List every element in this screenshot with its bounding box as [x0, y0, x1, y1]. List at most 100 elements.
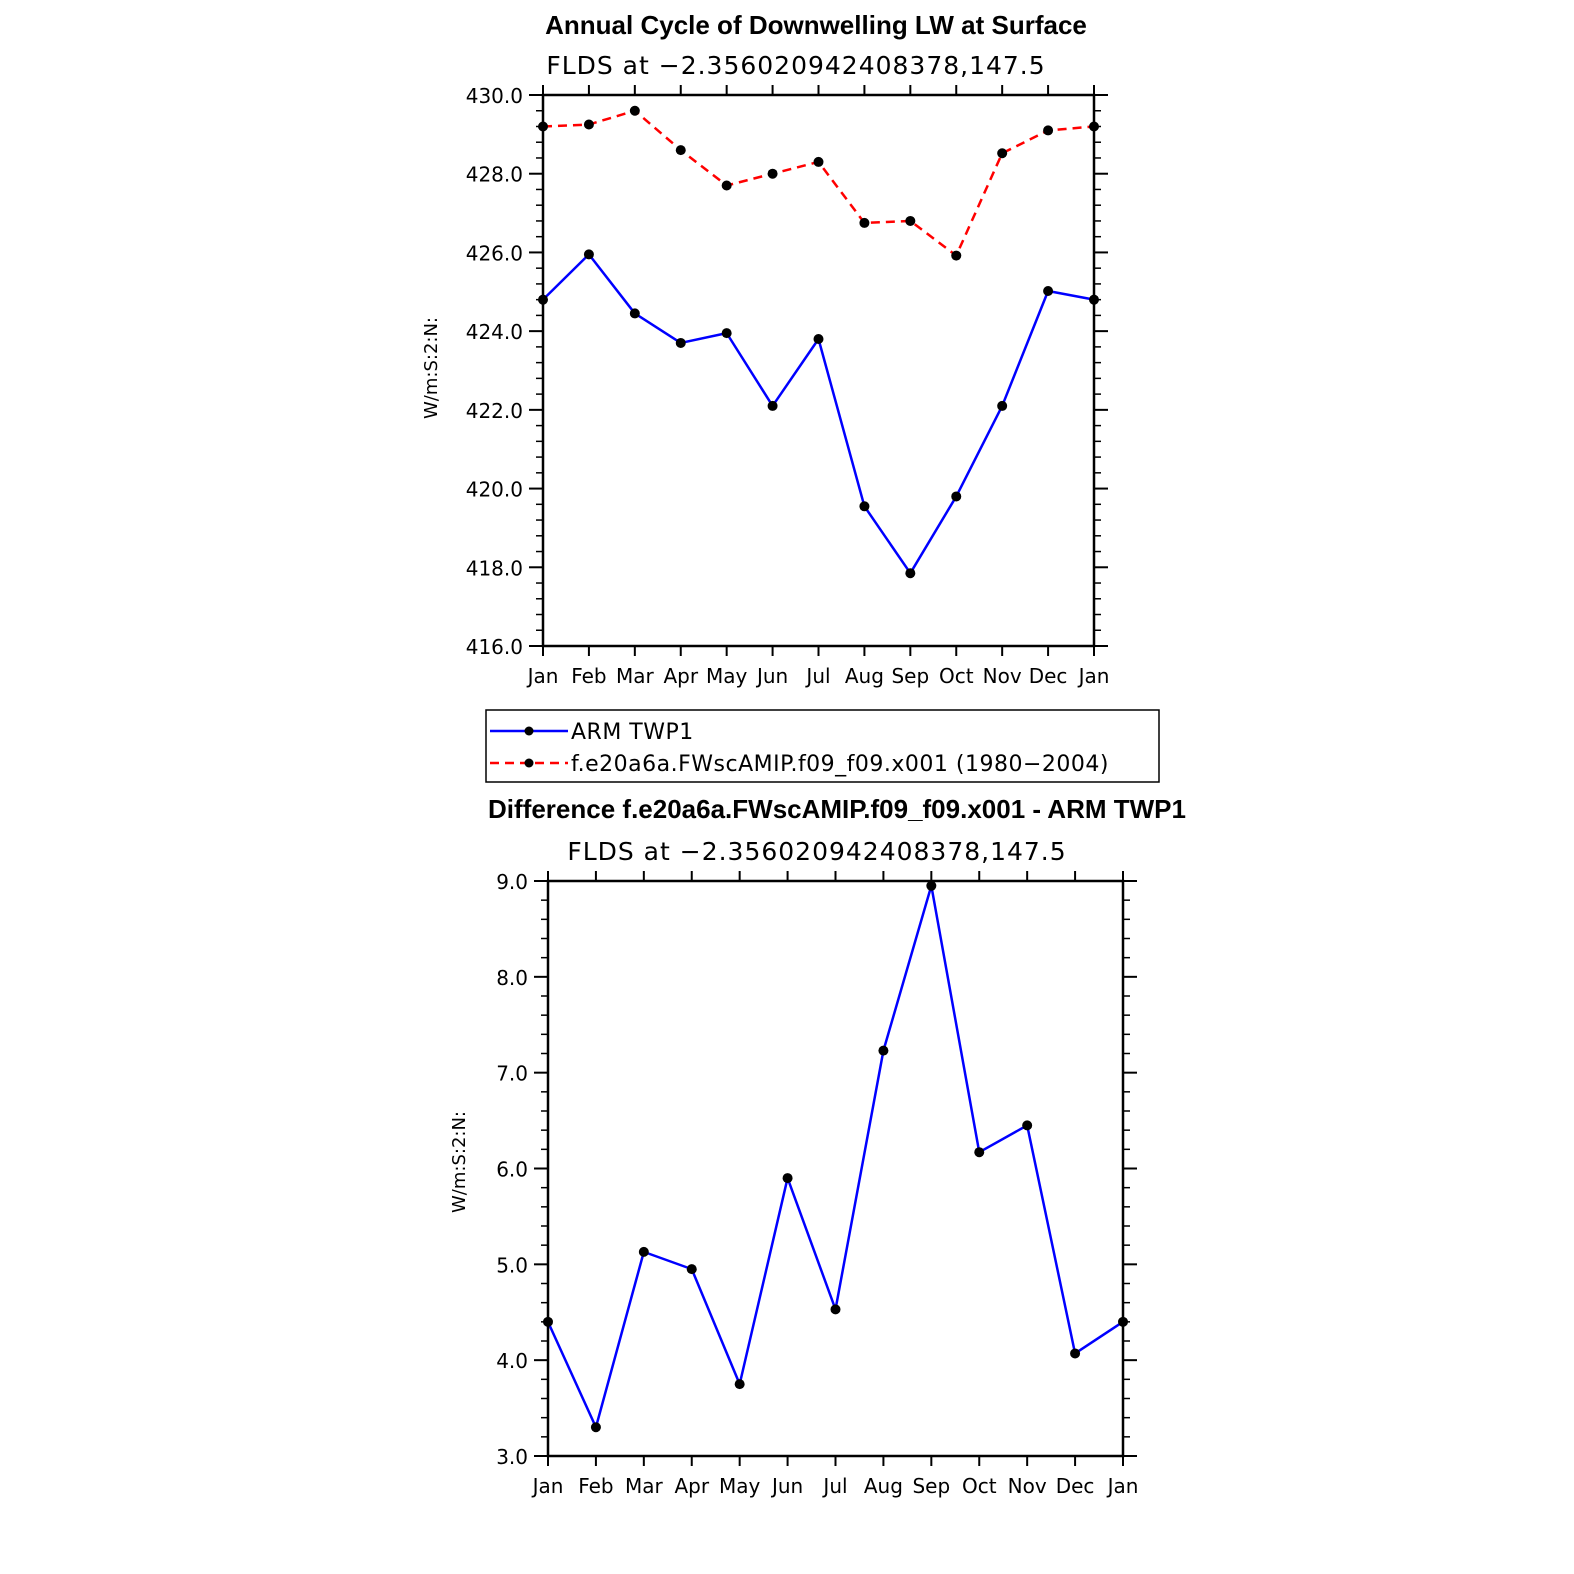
y-tick-label: 424.0 — [466, 320, 523, 344]
data-point — [583, 249, 594, 260]
bottom-series-lines — [546, 884, 1124, 1429]
bottom-axes-ticks — [534, 871, 1137, 1466]
series-line-1 — [542, 109, 1095, 257]
y-tick-label: 426.0 — [466, 241, 523, 265]
top-chart-title: Annual Cycle of Downwelling LW at Surfac… — [545, 10, 1087, 40]
x-tick-label: Feb — [578, 1474, 613, 1498]
series-line-0 — [546, 884, 1124, 1429]
x-tick-label: Sep — [891, 664, 929, 688]
data-point — [1070, 1348, 1081, 1359]
data-point — [813, 156, 824, 167]
legend-marker-model — [524, 758, 534, 768]
x-tick-label: Aug — [864, 1474, 903, 1498]
y-tick-label: 422.0 — [466, 399, 523, 423]
x-tick-label: Dec — [1029, 664, 1068, 688]
y-tick-label: 430.0 — [466, 84, 523, 108]
x-tick-label: Nov — [1008, 1474, 1047, 1498]
top-plot-frame — [541, 93, 1096, 648]
y-tick-label: 9.0 — [496, 870, 528, 894]
x-tick-label: Jan — [1077, 664, 1110, 688]
data-point — [782, 1173, 793, 1184]
data-point — [859, 501, 870, 512]
data-point — [1022, 1120, 1033, 1131]
x-tick-label: Mar — [625, 1474, 664, 1498]
legend-marker-arm — [524, 726, 534, 736]
data-point — [686, 1264, 697, 1275]
data-point — [629, 308, 640, 319]
x-tick-label: Apr — [674, 1474, 709, 1498]
y-tick-label: 416.0 — [466, 635, 523, 659]
y-tick-label: 3.0 — [496, 1445, 528, 1469]
top-series-points — [538, 105, 1099, 579]
x-tick-label: Oct — [962, 1474, 997, 1498]
y-tick-label: 4.0 — [496, 1349, 528, 1373]
data-point — [721, 180, 732, 191]
top-x-tick-labels: Jan Feb Mar Apr May Jun Jul Aug Sep Oct Nov Dec Jan — [526, 664, 1110, 688]
x-tick-label: Oct — [939, 664, 974, 688]
top-panel: Annual Cycle of Downwelling LW at Surfac… — [421, 10, 1109, 688]
y-tick-label: 428.0 — [466, 163, 523, 187]
data-point — [905, 568, 916, 579]
y-tick-label: 5.0 — [496, 1253, 528, 1277]
x-tick-label: Aug — [845, 664, 884, 688]
legend-box — [485, 709, 1160, 783]
data-point — [859, 217, 870, 228]
bottom-chart-subtitle: FLDS at −2.356020942408378,147.5 — [567, 837, 1066, 866]
data-point — [583, 119, 594, 130]
legend: ARM TWP1 f.e20a6a.FWscAMIP.f09_f09.x001 … — [485, 709, 1160, 783]
x-tick-label: Jul — [821, 1474, 847, 1498]
x-tick-label: May — [706, 664, 748, 688]
x-tick-label: May — [719, 1474, 761, 1498]
x-tick-label: Mar — [616, 664, 655, 688]
y-tick-label: 420.0 — [466, 478, 523, 502]
data-point — [951, 491, 962, 502]
x-tick-label: Jun — [755, 664, 788, 688]
bottom-panel: Difference f.e20a6a.FWscAMIP.f09_f09.x00… — [449, 794, 1186, 1498]
bottom-chart-title: Difference f.e20a6a.FWscAMIP.f09_f09.x00… — [488, 794, 1186, 824]
data-point — [734, 1379, 745, 1390]
data-point — [638, 1246, 649, 1257]
data-point — [813, 334, 824, 345]
y-tick-label: 7.0 — [496, 1062, 528, 1086]
x-tick-label: Jan — [526, 664, 559, 688]
y-tick-label: 8.0 — [496, 966, 528, 990]
x-tick-label: Sep — [912, 1474, 950, 1498]
top-y-tick-labels: 416.0 418.0 420.0 422.0 424.0 426.0 428.0 430.0 — [466, 84, 523, 659]
data-point — [997, 148, 1008, 159]
legend-label-arm: ARM TWP1 — [571, 720, 694, 745]
data-point — [629, 105, 640, 116]
data-point — [1043, 125, 1054, 136]
x-tick-label: Jul — [804, 664, 830, 688]
data-point — [675, 337, 686, 348]
data-point — [926, 880, 937, 891]
x-tick-label: Jan — [1106, 1474, 1139, 1498]
data-point — [675, 145, 686, 156]
bottom-y-tick-labels: 3.0 4.0 5.0 6.0 7.0 8.0 9.0 — [496, 870, 528, 1469]
data-point — [1043, 285, 1054, 296]
data-point — [590, 1422, 601, 1433]
y-tick-label: 6.0 — [496, 1158, 528, 1182]
data-point — [997, 400, 1008, 411]
bottom-series-points — [543, 880, 1128, 1433]
top-y-axis-label: W/m:S:2:N: — [421, 317, 442, 419]
x-tick-label: Apr — [663, 664, 698, 688]
x-tick-label: Nov — [983, 664, 1022, 688]
x-tick-label: Jun — [770, 1474, 803, 1498]
data-point — [830, 1304, 841, 1315]
data-point — [767, 400, 778, 411]
x-tick-label: Feb — [571, 664, 606, 688]
top-chart-subtitle: FLDS at −2.356020942408378,147.5 — [546, 51, 1045, 80]
x-tick-label: Jan — [531, 1474, 564, 1498]
bottom-plot-frame — [546, 879, 1125, 1458]
bottom-x-tick-labels: Jan Feb Mar Apr May Jun Jul Aug Sep Oct Nov Dec Jan — [531, 1474, 1139, 1498]
series-line-0 — [542, 253, 1095, 575]
top-axes-ticks — [529, 85, 1108, 656]
data-point — [905, 215, 916, 226]
bottom-y-axis-label: W/m:S:2:N: — [449, 1111, 470, 1213]
legend-label-model: f.e20a6a.FWscAMIP.f09_f09.x001 (1980−200… — [571, 752, 1109, 777]
data-point — [767, 168, 778, 179]
x-tick-label: Dec — [1056, 1474, 1095, 1498]
data-point — [951, 250, 962, 261]
data-point — [721, 328, 732, 339]
y-tick-label: 418.0 — [466, 556, 523, 580]
